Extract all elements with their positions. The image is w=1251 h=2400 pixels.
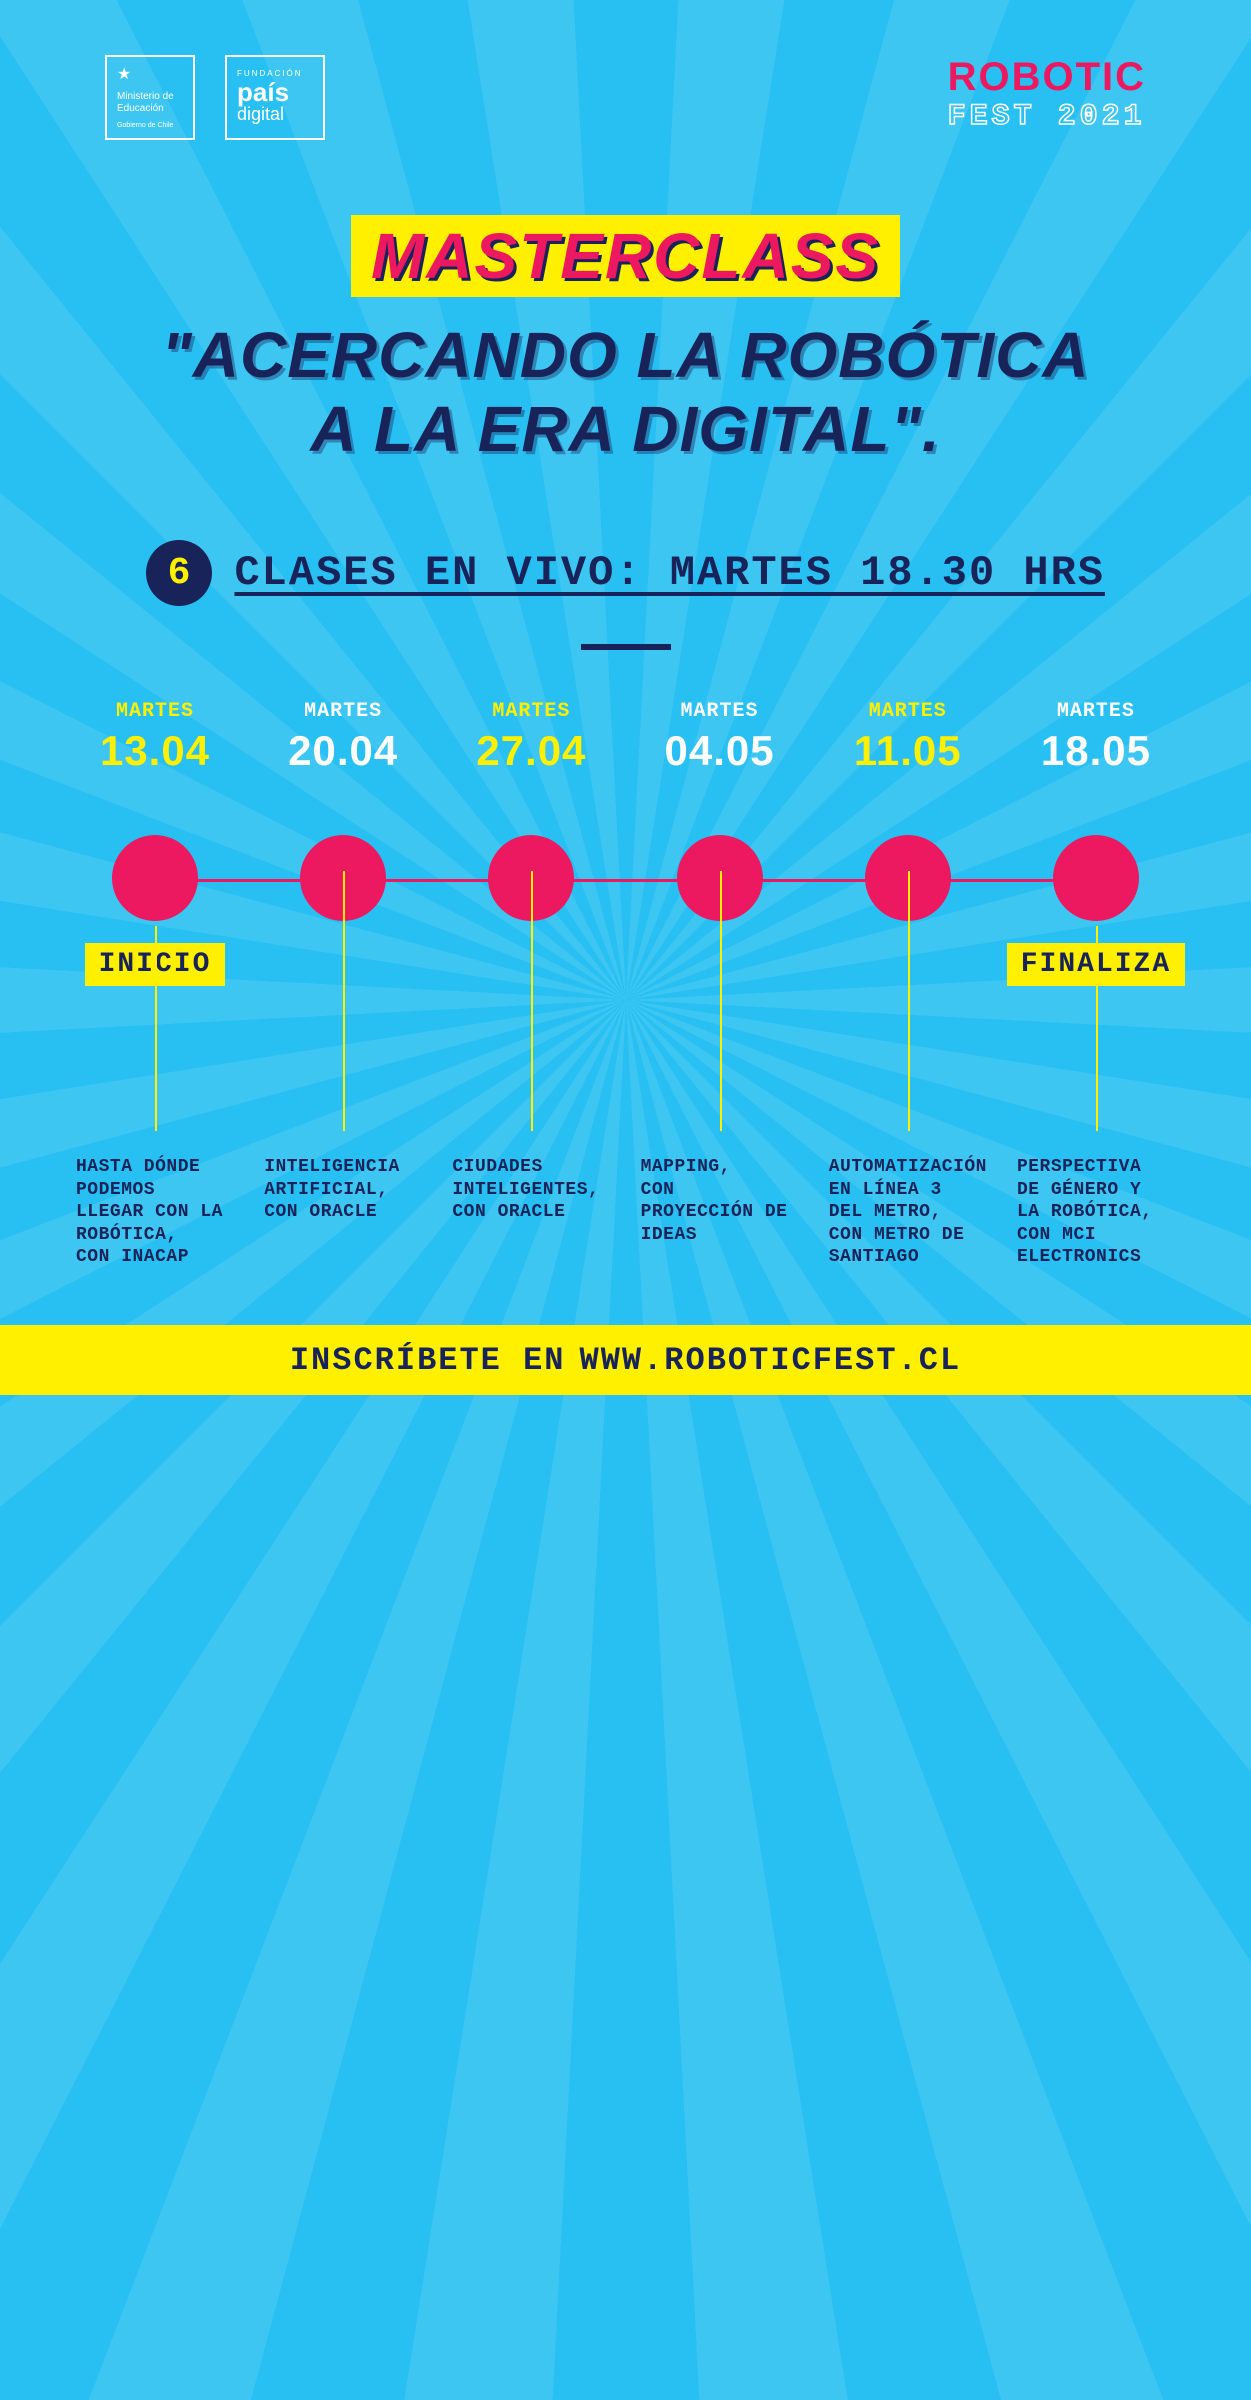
timeline-dot-wrap [1011,835,1181,921]
timeline-date-col: MARTES 04.05 [635,700,805,775]
class-count-badge: 6 [146,540,212,606]
session-desc: PERSPECTIVA DE GÉNERO Y LA ROBÓTICA,CON … [1011,1156,1181,1269]
pais-big: país [237,81,313,104]
timeline-dot [112,835,198,921]
session-title: HASTA DÓNDE PODEMOS LLEGAR CON LA ROBÓTI… [76,1157,223,1245]
day-label: MARTES [1011,700,1181,723]
session-by: CON INACAP [76,1247,189,1267]
timeline: MARTES 13.04 MARTES 20.04 MARTES 27.04 MARTES 0… [0,700,1251,1269]
timeline-track [70,835,1181,925]
date-row: MARTES 13.04 MARTES 20.04 MARTES 27.04 MARTES 0… [70,700,1181,775]
timeline-stem [908,871,910,1131]
session-title: AUTOMATIZACIÓN EN LÍNEA 3 DEL METRO, [829,1157,987,1222]
brand-line1: ROBOTIC [948,55,1146,100]
brand-line2: FEST 2021 [948,100,1146,134]
session-desc: INTELIGENCIA ARTIFICIAL,CON ORACLE [258,1156,428,1269]
date-label: 20.04 [258,727,428,775]
timeline-stem [343,871,345,1131]
phase-row: INICIOFINALIZA [70,943,1181,986]
day-label: MARTES [70,700,240,723]
timeline-dot [1053,835,1139,921]
timeline-date-col: MARTES 27.04 [446,700,616,775]
date-label: 18.05 [1011,727,1181,775]
session-by: CON MCI ELECTRONICS [1017,1225,1141,1268]
timeline-dot-wrap [70,835,240,921]
timeline-stem [720,871,722,1131]
date-label: 04.05 [635,727,805,775]
session-desc: HASTA DÓNDE PODEMOS LLEGAR CON LA ROBÓTI… [70,1156,240,1269]
session-desc: CIUDADES INTELIGENTES,CON ORACLE [446,1156,616,1269]
day-label: MARTES [635,700,805,723]
session-desc: AUTOMATIZACIÓN EN LÍNEA 3 DEL METRO,CON … [823,1156,993,1269]
day-label: MARTES [258,700,428,723]
timeline-date-col: MARTES 13.04 [70,700,240,775]
masterclass-label: MASTERCLASS [351,215,900,297]
schedule-row: 6 CLASES EN VIVO: MARTES 18.30 HRS [0,540,1251,650]
day-label: MARTES [823,700,993,723]
timeline-stem [531,871,533,1131]
subtitle: "ACERCANDO LA ROBÓTICA A LA ERA DIGITAL"… [0,319,1251,466]
subtitle-l2: A LA ERA DIGITAL". [0,393,1251,467]
session-by: CON PROYECCIÓN DE IDEAS [641,1180,788,1245]
star-icon: ★ [117,65,183,84]
session-by: CON ORACLE [264,1202,377,1222]
schedule-text: CLASES EN VIVO: MARTES 18.30 HRS [234,549,1105,597]
date-label: 27.04 [446,727,616,775]
stem-row [70,986,1181,1146]
session-desc: MAPPING, CON PROYECCIÓN DE IDEAS [635,1156,805,1269]
logo-ministerio: ★ Ministerio de Educación Gobierno de Ch… [105,55,195,140]
footer-url: WWW.ROBOTICFEST.CL [579,1342,961,1379]
logo-pais-digital: FUNDACIÓN país digital [225,55,325,140]
footer-cta: INSCRÍBETE EN WWW.ROBOTICFEST.CL [0,1325,1251,1395]
session-title: MAPPING, [641,1157,731,1177]
footer-cta-text: INSCRÍBETE EN [290,1342,566,1379]
event-brand: ROBOTIC FEST 2021 [948,55,1146,134]
session-by: CON METRO DE SANTIAGO [829,1225,965,1268]
desc-row: HASTA DÓNDE PODEMOS LLEGAR CON LA ROBÓTI… [70,1156,1181,1269]
session-title: CIUDADES INTELIGENTES, [452,1157,599,1200]
ministerio-label-bottom: Gobierno de Chile [117,122,183,130]
day-label: MARTES [446,700,616,723]
session-title: INTELIGENCIA ARTIFICIAL, [264,1157,400,1200]
session-by: CON ORACLE [452,1202,565,1222]
sponsor-logos: ★ Ministerio de Educación Gobierno de Ch… [105,55,325,140]
subtitle-l1: "ACERCANDO LA ROBÓTICA [0,319,1251,393]
ministerio-label-top: Ministerio de Educación [117,91,183,115]
timeline-stem [1096,926,1098,1131]
schedule-underline [581,644,671,650]
timeline-stem [155,926,157,1131]
date-label: 11.05 [823,727,993,775]
date-label: 13.04 [70,727,240,775]
timeline-date-col: MARTES 18.05 [1011,700,1181,775]
timeline-dots [70,835,1181,921]
session-title: PERSPECTIVA DE GÉNERO Y LA ROBÓTICA, [1017,1157,1153,1222]
title-block: MASTERCLASS "ACERCANDO LA ROBÓTICA A LA … [0,215,1251,466]
timeline-date-col: MARTES 11.05 [823,700,993,775]
timeline-date-col: MARTES 20.04 [258,700,428,775]
pais-med: digital [237,104,313,126]
